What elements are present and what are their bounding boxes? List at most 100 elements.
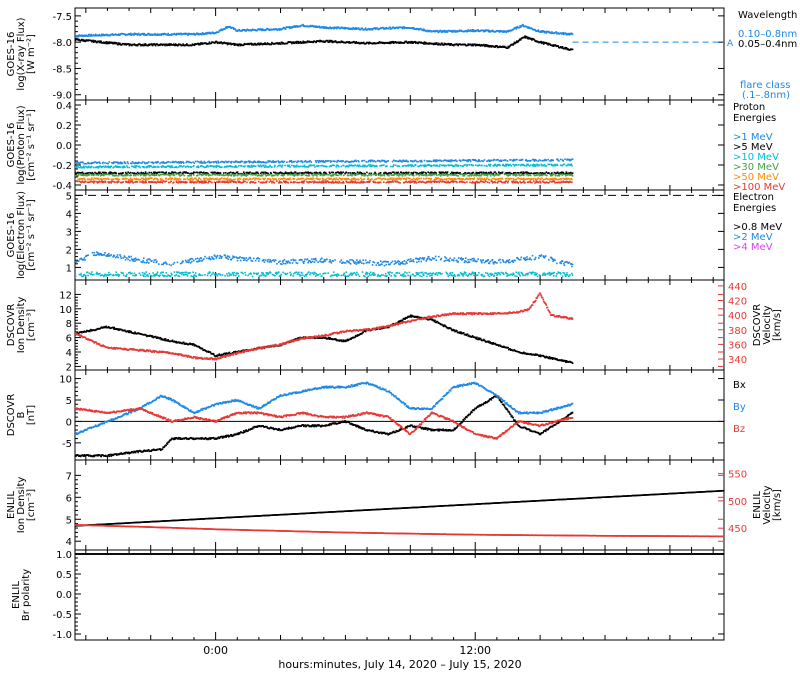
data-point-5MeV: [74, 171, 76, 173]
data-point-5MeV: [408, 172, 410, 174]
data-point-1MeV: [327, 160, 329, 162]
data-point-30MeV: [193, 174, 195, 176]
data-point-10MeV: [193, 165, 195, 167]
data-point-50MeV: [474, 177, 476, 179]
data-point-30MeV: [230, 175, 232, 177]
data-point-100MeV: [287, 182, 289, 184]
data-point-1MeV: [407, 161, 409, 163]
data-point-50MeV: [420, 178, 422, 180]
data-point-10MeV: [176, 167, 178, 169]
data-point-100MeV: [507, 181, 509, 183]
data-point-100MeV: [281, 182, 283, 184]
panel-frame: [75, 8, 724, 100]
data-point-30MeV: [466, 174, 468, 176]
data-point-10MeV: [340, 166, 342, 168]
data-point-1MeV: [560, 159, 562, 161]
data-point-10MeV: [511, 165, 513, 167]
data-point-50MeV: [393, 178, 395, 180]
data-point-1MeV: [318, 161, 320, 163]
data-point-30MeV: [402, 175, 404, 177]
data-point-1MeV: [194, 162, 196, 164]
data-point-30MeV: [564, 173, 566, 175]
data-point-10MeV: [183, 165, 185, 167]
data-point-50MeV: [250, 178, 252, 180]
data-point-1MeV: [334, 161, 336, 163]
data-point-50MeV: [330, 178, 332, 180]
data-point-5MeV: [413, 172, 415, 174]
data-point-30MeV: [440, 175, 442, 177]
data-point-100MeV: [132, 182, 134, 184]
data-point-30MeV: [436, 174, 438, 176]
data-point-50MeV: [98, 178, 100, 180]
data-point-100MeV: [469, 182, 471, 184]
data-point-30MeV: [98, 174, 100, 176]
data-point-10MeV: [546, 165, 548, 167]
data-point-5MeV: [122, 172, 124, 174]
data-point-100MeV: [322, 180, 324, 182]
data-point-10MeV: [289, 166, 291, 168]
data-point-10MeV: [512, 164, 514, 166]
data-point-10MeV: [564, 163, 566, 165]
data-point-01008nm: [402, 28, 404, 30]
data-point-30MeV: [562, 174, 564, 176]
data-point-01008nm: [285, 28, 287, 30]
data-point-30MeV: [290, 174, 292, 176]
data-point-00504nm: [116, 42, 118, 44]
data-point-100MeV: [202, 180, 204, 182]
data-point-10MeV: [439, 164, 441, 166]
data-point-10MeV: [499, 165, 501, 167]
data-point-5MeV: [521, 171, 523, 173]
data-point-10MeV: [289, 165, 291, 167]
data-point-50MeV: [423, 178, 425, 180]
data-point-50MeV: [462, 178, 464, 180]
data-point-10MeV: [300, 166, 302, 168]
data-point-5MeV: [566, 171, 568, 173]
data-point-50MeV: [442, 179, 444, 181]
data-point-1MeV: [430, 161, 432, 163]
data-point-30MeV: [389, 174, 391, 176]
data-point-1MeV: [195, 161, 197, 163]
data-point-100MeV: [110, 182, 112, 184]
data-point-50MeV: [416, 177, 418, 179]
data-point-30MeV: [130, 174, 132, 176]
data-point-50MeV: [561, 178, 563, 180]
data-point-100MeV: [439, 180, 441, 182]
data-point-10MeV: [120, 166, 122, 168]
data-point-5MeV: [447, 171, 449, 173]
data-point-30MeV: [359, 173, 361, 175]
data-point-1MeV: [536, 160, 538, 162]
data-point-100MeV: [487, 181, 489, 183]
panel-frame: [75, 190, 724, 280]
data-point-50MeV: [119, 179, 121, 181]
data-point-1MeV: [217, 160, 219, 162]
data-point-1MeV: [460, 160, 462, 162]
data-point-30MeV: [363, 173, 365, 175]
data-point-30MeV: [299, 173, 301, 175]
data-point-10MeV: [249, 166, 251, 168]
y-tick-label: -7.5: [52, 12, 72, 23]
data-point-00504nm: [449, 44, 451, 46]
data-point-50MeV: [541, 178, 543, 180]
data-point-00504nm: [280, 43, 282, 45]
data-point-10MeV: [376, 166, 378, 168]
data-point-30MeV: [197, 175, 199, 177]
data-point-5MeV: [230, 172, 232, 174]
data-point-5MeV: [472, 172, 474, 174]
data-point-1MeV: [255, 161, 257, 163]
data-point-2MeV: [104, 252, 106, 254]
y-tick-label: 0.0: [56, 141, 72, 152]
data-point-10MeV: [489, 165, 491, 167]
data-point-50MeV: [571, 179, 573, 181]
data-point-5MeV: [225, 172, 227, 174]
data-point-100MeV: [129, 182, 131, 184]
data-point-100MeV: [132, 180, 134, 182]
data-point-5MeV: [203, 172, 205, 174]
data-point-10MeV: [265, 165, 267, 167]
data-point-50MeV: [323, 178, 325, 180]
data-point-2MeV: [97, 252, 99, 254]
data-point-30MeV: [269, 174, 271, 176]
data-point-1MeV: [562, 160, 564, 162]
data-point-100MeV: [196, 182, 198, 184]
data-point-50MeV: [479, 177, 481, 179]
